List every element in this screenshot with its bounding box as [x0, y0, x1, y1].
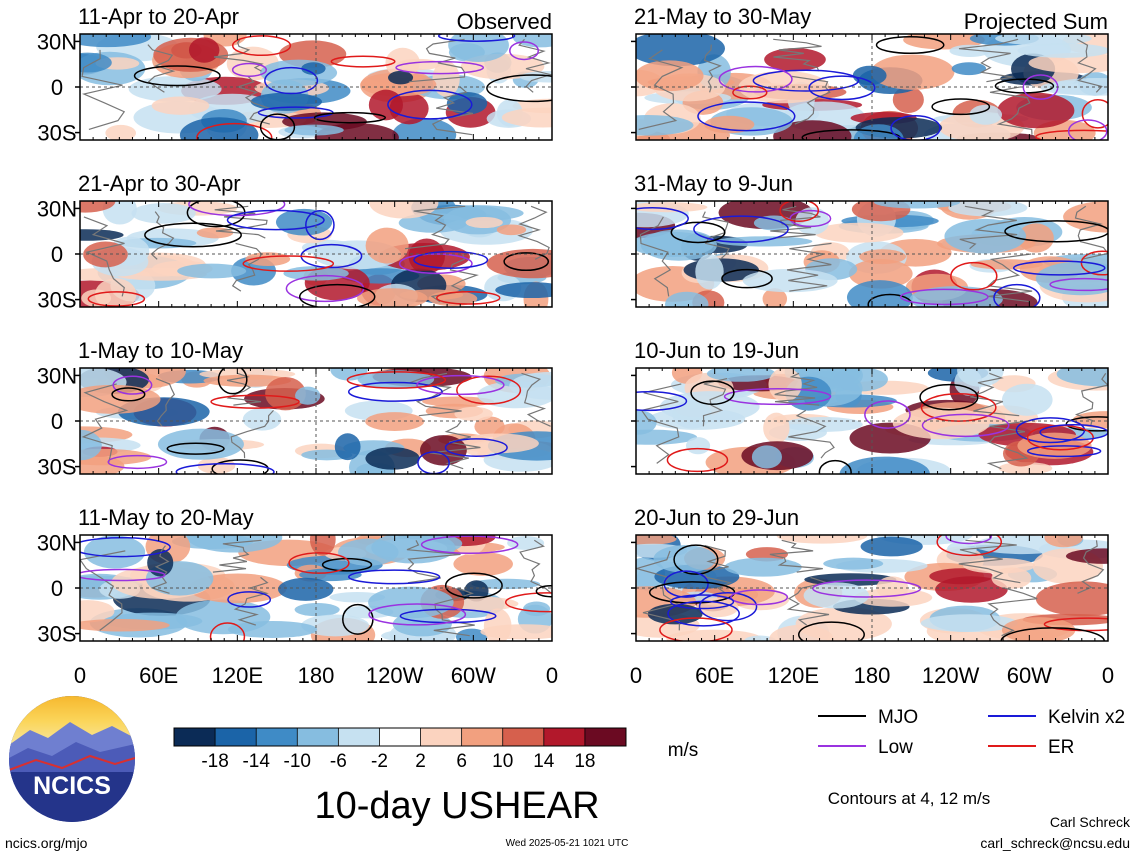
- colorbar-tick-label: 2: [415, 751, 426, 772]
- lat-tick-label: 30N: [37, 29, 77, 54]
- lon-tick-label: 180: [298, 663, 335, 688]
- colorbar-unit: m/s: [668, 740, 699, 761]
- lon-tick-label: 60W: [451, 663, 496, 688]
- map-panels: 11-Apr to 20-Apr Observed 21-Apr to 30-Apr…: [75, 4, 1109, 642]
- lat-tick-label: 30S: [37, 121, 76, 146]
- legend-label: Kelvin x2: [1048, 707, 1125, 728]
- map-panel-left-2: 1-May to 10-May: [75, 338, 553, 475]
- colorbar-swatch: [543, 728, 586, 746]
- panel-title: 21-May to 30-May: [634, 4, 811, 29]
- colorbar-swatch: [215, 728, 257, 746]
- colorbar-swatch: [461, 728, 504, 746]
- colorbar-tick-label: -14: [242, 751, 270, 772]
- lon-tick-label: 120W: [366, 663, 424, 688]
- ncics-logo: NCICS: [9, 696, 135, 822]
- lat-tick-label: 30N: [37, 363, 77, 388]
- lon-tick-label: 120E: [768, 663, 819, 688]
- panel-title: 21-Apr to 30-Apr: [78, 171, 241, 196]
- column-label: Projected Sum: [964, 9, 1108, 34]
- lat-tick-label: 0: [51, 75, 63, 100]
- map-panel-right-0: 21-May to 30-May Projected Sum: [631, 4, 1109, 141]
- panel-title: 10-Jun to 19-Jun: [634, 338, 799, 363]
- lat-tick-label: 0: [51, 242, 63, 267]
- author: Carl Schreck: [1050, 814, 1131, 830]
- timestamp: Wed 2025-05-21 1021 UTC: [506, 838, 629, 849]
- colorbar-tick-label: 6: [456, 751, 467, 772]
- colorbar-tick-label: -10: [284, 751, 311, 772]
- colorbar-tick-label: -18: [201, 751, 228, 772]
- colorbar-swatch: [256, 728, 298, 746]
- lon-tick-label: 180: [854, 663, 891, 688]
- lon-tick-label: 120E: [212, 663, 263, 688]
- panel-title: 11-Apr to 20-Apr: [78, 4, 239, 29]
- email: carl_schreck@ncsu.edu: [980, 835, 1130, 851]
- colorbar-swatch: [584, 728, 627, 746]
- colorbar-tick-label: -6: [330, 751, 347, 772]
- colorbar-swatch: [420, 728, 463, 746]
- contour-note: Contours at 4, 12 m/s: [828, 789, 991, 808]
- colorbar-swatch: [338, 728, 380, 746]
- map-panel-left-1: 21-Apr to 30-Apr: [75, 171, 553, 308]
- map-panel-right-2: 10-Jun to 19-Jun: [631, 338, 1109, 475]
- column-label: Observed: [457, 9, 552, 34]
- colorbar-swatch: [174, 728, 216, 746]
- site-url: ncics.org/mjo: [5, 835, 88, 851]
- colorbar-tick-label: 14: [533, 751, 555, 772]
- lon-tick-label: 60W: [1007, 663, 1052, 688]
- lat-tick-label: 30S: [37, 622, 76, 647]
- legend-label: Low: [878, 737, 913, 758]
- axes: 30N 0 30S 30N 0 30S 30N 0 30S 30N 0 30S 0 60E 120E 180 1…: [37, 29, 1114, 688]
- panel-title: 1-May to 10-May: [78, 338, 243, 363]
- colorbar-tick-label: -2: [371, 751, 388, 772]
- lat-tick-label: 0: [51, 409, 63, 434]
- lon-tick-label: 60E: [139, 663, 178, 688]
- legend-label: MJO: [878, 707, 918, 728]
- map-panel-right-3: 20-Jun to 29-Jun: [631, 505, 1109, 642]
- colorbar-tick-label: 10: [492, 751, 513, 772]
- colorbar: -18 -14 -10 -6 -2 2 6 10 14 18 m/s: [173, 727, 699, 772]
- colorbar-tick-label: 18: [574, 751, 595, 772]
- lon-tick-label: 0: [630, 663, 642, 688]
- lat-tick-label: 0: [51, 576, 63, 601]
- main-title: 10-day USHEAR: [314, 785, 599, 827]
- map-panel-left-0: 11-Apr to 20-Apr Observed: [75, 4, 553, 141]
- logo-text: NCICS: [33, 772, 111, 800]
- panel-title: 20-Jun to 29-Jun: [634, 505, 799, 530]
- lat-tick-label: 30N: [37, 530, 77, 555]
- lon-tick-label: 0: [546, 663, 558, 688]
- map-panel-right-1: 31-May to 9-Jun: [631, 171, 1109, 308]
- lon-tick-label: 0: [1102, 663, 1114, 688]
- map-panel-left-3: 11-May to 20-May: [75, 505, 553, 642]
- panel-title: 11-May to 20-May: [78, 505, 254, 530]
- lon-tick-label: 0: [74, 663, 86, 688]
- colorbar-swatch: [379, 728, 422, 746]
- panel-title: 31-May to 9-Jun: [634, 171, 793, 196]
- legend: MJO Kelvin x2 Low ER: [818, 707, 1125, 758]
- colorbar-swatch: [502, 728, 545, 746]
- lat-tick-label: 30S: [37, 288, 76, 313]
- lon-tick-label: 60E: [695, 663, 734, 688]
- legend-label: ER: [1048, 737, 1074, 758]
- lat-tick-label: 30S: [37, 455, 76, 480]
- lat-tick-label: 30N: [37, 196, 77, 221]
- lon-tick-label: 120W: [922, 663, 980, 688]
- colorbar-swatch: [297, 728, 339, 746]
